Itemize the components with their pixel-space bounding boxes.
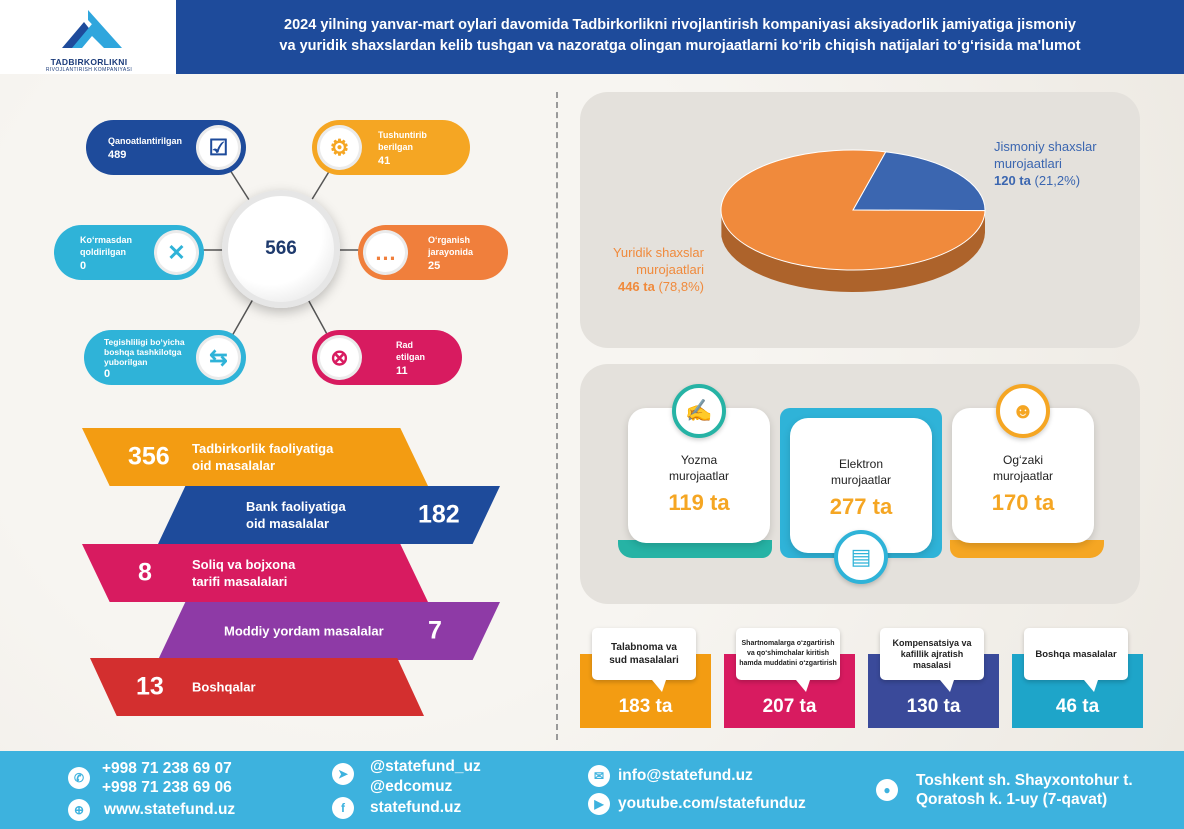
ribbon-boshqalar: 13 Boshqalar [90,658,424,716]
pie-slice-1 [720,149,986,271]
pill-label-2: qoldirilgan [80,246,126,257]
pill-value: 41 [378,154,391,167]
pie-chart [720,149,986,292]
logo-house-icon [62,10,122,48]
pill-label: Qanoatlantirilgan [108,135,183,146]
people-icon: ☻ [996,384,1050,438]
pill-label-2: jarayonida [428,246,474,257]
card-base-yozma [618,540,772,558]
website-link[interactable]: www.statefund.uz [104,801,236,818]
card-label: Yozma murojaatlar [668,453,730,483]
ribbon-value: 7 [428,616,442,645]
pill-label-1: Tegishliligi bo‘yicha [104,336,185,347]
close-icon: ✕ [154,230,199,275]
issue-label-shartnoma: Shartnomalarga o‘zgartirish va qo‘shimcha… [736,628,840,692]
logo-subtitle: RIVOJLANTIRISH KOMPANIYASI [45,67,133,73]
ribbon-tadbirkorlik: 356 Tadbirkorlik faoliyatiga oid masalala… [82,428,428,486]
pie-slice-0 [852,151,986,212]
facebook-icon: f [332,797,354,819]
pill-label-1: Ko‘rmasdan [80,234,133,245]
issue-label-kompensatsiya: Kompensatsiya va kafillik ajratish masalas… [880,628,984,692]
ribbon-moddiy: Moddiy yordam masalalar 7 [158,602,500,660]
pill-value: 0 [104,367,111,380]
ribbon-label: Soliq va bojxona tarifi masalalari [192,557,296,589]
company-logo: TADBIRKORLIKNI RIVOJLANTIRISH KOMPANIYAS… [0,0,176,74]
globe-icon: ⊕ [68,799,90,821]
pill-organish: … O‘rganish jarayonida 25 [358,225,508,280]
pill-qanoatlantirilgan: Qanoatlantirilgan 489 ☑ [86,120,246,175]
telegram-link-1[interactable]: @statefund_uz [370,758,481,775]
issue-value: 130 ta [906,696,961,717]
issue-label-boshqa: Boshqa masalalar [1024,628,1128,692]
pie-chart-panel: Jismoniy shaxslar murojaatlari 120 ta (21… [580,92,1140,348]
address: Toshkent sh. Shayxontohur t. Qoratosh k. … [916,772,1133,808]
card-value: 170 ta [991,490,1055,515]
email-link[interactable]: info@statefund.uz [618,767,753,784]
ribbon-label: Bank faoliyatiga oid masalalar [246,499,346,531]
card-label: Elektron murojaatlar [830,457,892,487]
pie-slice-side-1 [721,210,985,292]
pill-tegishliligi: Tegishliligi bo‘yicha boshqa tashkilotga y… [84,330,246,385]
issue-value: 207 ta [762,696,817,717]
ribbon-value: 13 [136,672,164,701]
pill-value: 25 [428,259,441,272]
pill-value: 0 [80,259,87,272]
footer: ✆ +998 71 238 69 07 +998 71 238 69 06 ⊕ w… [0,751,1184,829]
ribbon-value: 8 [138,558,152,587]
ribbon-value: 182 [418,500,460,529]
transfer-icon: ⇆ [196,335,241,380]
ribbon-value: 356 [128,442,170,471]
pill-value: 11 [396,364,408,377]
pill-tushuntirib: ⚙ Tushuntirib berilgan 41 [312,120,470,175]
ribbon-label: Moddiy yordam masalalar [224,623,384,639]
youtube-link[interactable]: youtube.com/statefunduz [618,795,806,812]
pill-rad: ⊗ Rad etilgan 11 [312,330,462,385]
chat-icon: … [363,230,408,275]
total-value: 566 [265,238,297,259]
phone-icon: ✆ [68,767,90,789]
checkbox-icon: ☑ [196,125,241,170]
writing-icon: ✍ [672,384,726,438]
issue-label-talabnoma: Talabnoma va sud masalalari [592,628,696,692]
label-yuridik: Yuridik shaxslar murojaatlari 446 ta (78,… [612,245,704,294]
youtube-icon: ▶ [588,793,610,815]
email-icon: ✉ [588,765,610,787]
pill-label-1: Tushuntirib [378,129,427,140]
title-line-1: 2024 yilning yanvar-mart oylari davomida… [284,17,1076,33]
phone-numbers: +998 71 238 69 07 +998 71 238 69 06 [102,760,232,796]
card-base-ogzaki [950,540,1104,558]
section-divider [556,92,558,740]
pill-label-2: boshqa tashkilotga [104,346,182,357]
pill-label-1: O‘rganish [428,234,471,245]
ribbon-soliq: 8 Soliq va bojxona tarifi masalalari [82,544,428,602]
ribbon-label: Boshqalar [192,679,256,695]
pill-label-2: etilgan [396,351,426,362]
title-line-2: va yuridik shaxslardan kelib tushgan va … [279,38,1081,54]
reject-icon: ⊗ [317,335,362,380]
pill-value: 489 [108,148,127,161]
card-yozma: Yozma murojaatlar 119 ta [628,408,770,543]
pill-label-3: yuborilgan [104,356,148,367]
ribbon-label: Tadbirkorlik faoliyatiga oid masalalar [192,441,334,473]
card-value: 277 ta [829,494,893,519]
page-title: 2024 yilning yanvar-mart oylari davomida… [176,0,1184,74]
facebook-link[interactable]: statefund.uz [370,799,462,816]
telegram-link-2[interactable]: @edcomuz [370,778,453,795]
card-value: 119 ta [668,490,730,515]
location-icon: ● [876,779,898,801]
logo-title: TADBIRKORLIKNI [50,57,128,67]
issue-value: 46 ta [1055,696,1100,717]
telegram-icon: ➤ [332,763,354,785]
gear-icon: ⚙ [317,125,362,170]
card-label: Og‘zaki murojaatlar [992,453,1054,483]
ribbon-bank: Bank faoliyatiga oid masalalar 182 [158,486,500,544]
issue-value: 183 ta [618,696,673,717]
pill-label-2: berilgan [378,141,414,152]
total-hub: 566 [222,190,340,308]
label-jismoniy: Jismoniy shaxslar murojaatlari 120 ta (21… [994,139,1097,188]
pill-label-1: Rad [396,339,414,350]
pill-korilmasdan: Ko‘rmasdan qoldirilgan 0 ✕ [54,225,204,280]
document-icon: ▤ [834,530,888,584]
